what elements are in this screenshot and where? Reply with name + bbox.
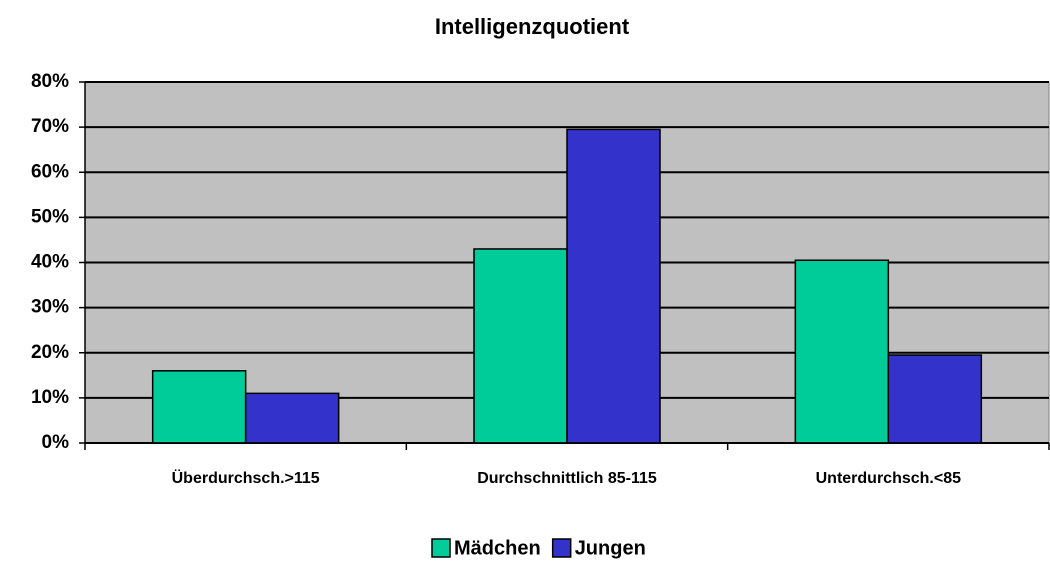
y-tick-label: 0%: [42, 432, 70, 453]
legend-label: Mädchen: [454, 537, 541, 559]
y-tick-label: 80%: [31, 71, 69, 92]
y-tick-label: 60%: [31, 161, 69, 182]
bar: [566, 128, 661, 444]
x-tick-label: Durchschnittlich 85-115: [477, 470, 657, 487]
bar: [473, 248, 568, 444]
chart-title: Intelligenzquotient: [435, 14, 630, 39]
y-tick-label: 30%: [31, 297, 69, 318]
x-tick-label: Überdurchsch.>115: [172, 468, 320, 487]
legend-label: Jungen: [575, 537, 646, 559]
bar: [794, 259, 890, 444]
x-tick-label: Unterdurchsch.<85: [816, 470, 961, 487]
legend-swatch: [551, 538, 572, 558]
y-tick-label: 50%: [31, 206, 69, 227]
y-tick-label: 20%: [31, 342, 69, 363]
bar: [887, 354, 983, 444]
y-tick-label: 10%: [31, 387, 69, 408]
y-tick-label: 40%: [31, 252, 69, 273]
y-tick-label: 70%: [31, 116, 69, 137]
legend-swatch: [431, 538, 451, 558]
bar: [244, 392, 340, 444]
bar: [151, 370, 247, 444]
